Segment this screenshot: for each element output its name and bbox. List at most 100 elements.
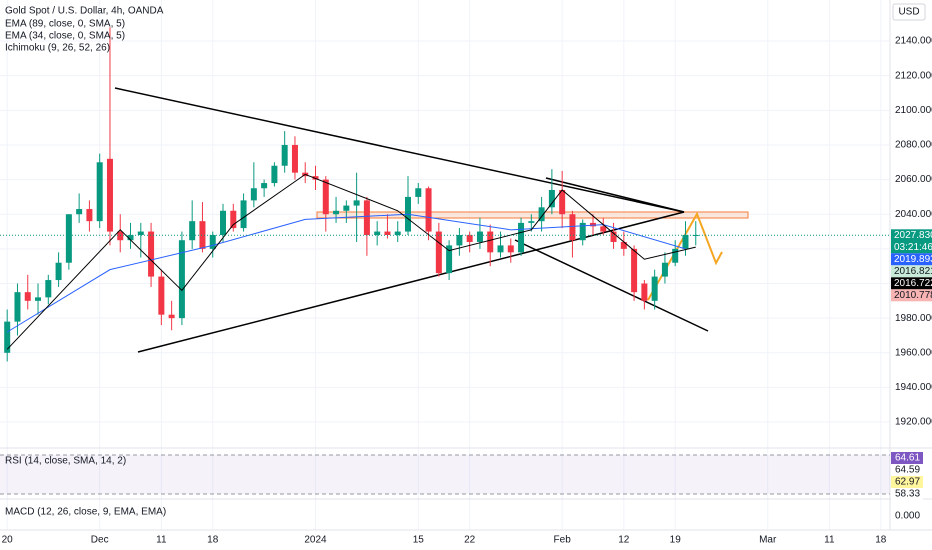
trendline — [137, 211, 685, 353]
zone — [316, 211, 749, 219]
candle-body — [117, 231, 124, 241]
y-tick-label: 2140.000 — [895, 36, 932, 47]
chart-title: Gold Spot / U.S. Dollar, 4h, OANDA — [5, 6, 164, 17]
candle-body — [76, 209, 83, 215]
x-tick-label: 15 — [413, 535, 425, 546]
legend-entry: EMA (89, close, 0, SMA, 5) — [5, 19, 125, 30]
rsi-label-box — [891, 488, 923, 500]
candle-body — [363, 200, 370, 236]
x-tick-label: 11 — [156, 535, 167, 546]
x-tick-label: 18 — [207, 535, 219, 546]
candle-body — [333, 210, 340, 215]
y-tick-label: 2040.000 — [895, 209, 932, 220]
rsi-label: 64.59 — [895, 465, 920, 476]
candle-body — [96, 162, 103, 222]
price-label: 2027.830 — [894, 230, 932, 241]
rsi-title: RSI (14, close, SMA, 14, 2) — [5, 456, 126, 467]
candle-body — [487, 231, 494, 253]
x-tick-label: Feb — [554, 535, 572, 546]
candle-body — [168, 314, 175, 319]
legend-entry: EMA (34, close, 0, SMA, 5) — [5, 31, 125, 42]
axis: 1920.0001940.0001960.0001980.0002000.000… — [2, 36, 932, 546]
candle-body — [271, 165, 278, 184]
price-label-box — [891, 253, 932, 266]
candle-body — [620, 241, 627, 249]
x-tick-label: 2024 — [304, 535, 327, 546]
price-label-box — [891, 265, 932, 278]
y-tick-label: 1980.000 — [895, 313, 932, 324]
candle-body — [589, 222, 596, 227]
legend-entry: Ichimoku (9, 26, 52, 26) — [5, 43, 110, 54]
x-tick-label: 20 — [2, 535, 14, 546]
rsi-label-box — [891, 464, 923, 476]
candle-body — [528, 221, 535, 223]
candle-body — [507, 245, 514, 253]
candle-body — [641, 283, 648, 301]
y-tick-label: 2080.000 — [895, 140, 932, 151]
candle-body — [65, 214, 72, 263]
y-tick-label: 2120.000 — [895, 70, 932, 81]
x-tick-label: Dec — [91, 535, 109, 546]
rsi-label-box — [891, 452, 923, 464]
candle-body — [343, 205, 350, 211]
candle-body — [456, 235, 463, 246]
y-tick-label: 1940.000 — [895, 382, 932, 393]
y-tick-label: 1920.000 — [895, 417, 932, 428]
candle-body — [425, 188, 432, 232]
candle-body — [672, 248, 679, 263]
candle-body — [137, 231, 144, 236]
candle-body — [610, 231, 617, 242]
candle-body — [35, 297, 42, 301]
price-label: 2016.722 — [894, 278, 932, 289]
candle-body — [291, 144, 298, 173]
candle-body — [435, 231, 442, 274]
candle-body — [14, 292, 21, 322]
candle-body — [127, 235, 134, 241]
candle-body — [86, 209, 93, 222]
candle-body — [559, 189, 566, 215]
x-tick-label: 18 — [875, 535, 887, 546]
candle-body — [631, 248, 638, 293]
marks — [0, 27, 890, 362]
candle-body — [466, 235, 473, 242]
x-tick-label: 22 — [464, 535, 476, 546]
candle-body — [446, 245, 453, 274]
candle-body — [497, 245, 504, 253]
candle-body — [45, 280, 52, 298]
y-tick-label: 2060.000 — [895, 174, 932, 185]
currency-box[interactable] — [892, 3, 926, 21]
candle-body — [661, 262, 668, 277]
candle-body — [178, 240, 185, 319]
candle-body — [415, 188, 422, 197]
candle-body — [148, 231, 155, 277]
rsi-label-box — [891, 476, 923, 488]
price-label: 2019.893 — [894, 254, 932, 265]
candle-body — [384, 231, 391, 236]
candle-body — [55, 262, 62, 281]
indicator-line — [6, 173, 696, 350]
candle-body — [579, 222, 586, 241]
x-tick-label: 12 — [618, 535, 630, 546]
trendline — [514, 239, 709, 332]
candle-body — [199, 221, 206, 249]
candle-body — [538, 207, 545, 222]
trendline — [545, 177, 685, 213]
rsi-label: 58.33 — [895, 489, 920, 500]
x-tick-label: Mar — [759, 535, 777, 546]
candle-body — [230, 210, 237, 229]
price-label: 2010.778 — [894, 290, 932, 301]
rsi-label: 64.61 — [895, 453, 920, 464]
candle-body — [158, 276, 165, 315]
candle-body — [394, 231, 401, 236]
x-tick-label: 11 — [824, 535, 835, 546]
candle-body — [518, 222, 525, 253]
candle-body — [682, 235, 689, 249]
candle-body — [312, 176, 319, 180]
currency: USD — [898, 7, 919, 18]
candle-body — [353, 200, 360, 206]
candle-body — [250, 188, 257, 201]
price-label-box — [891, 229, 932, 254]
